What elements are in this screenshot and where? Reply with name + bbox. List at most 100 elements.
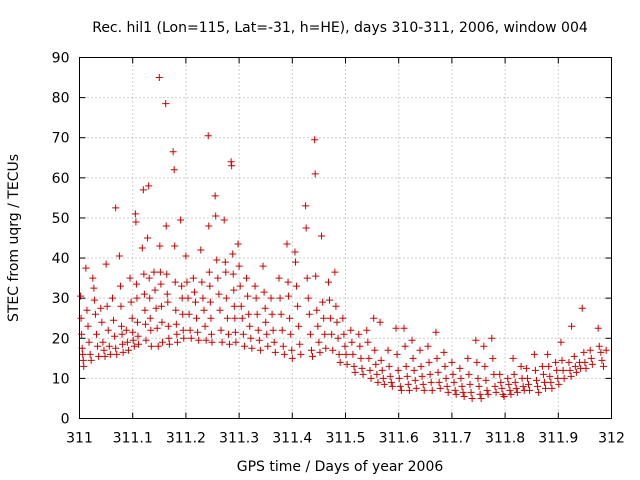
data-point bbox=[156, 242, 164, 250]
data-point bbox=[141, 306, 149, 314]
data-point bbox=[140, 270, 148, 278]
data-point bbox=[190, 288, 198, 296]
data-point bbox=[224, 330, 232, 338]
data-point bbox=[558, 356, 566, 364]
data-point bbox=[522, 364, 530, 372]
data-point bbox=[468, 394, 476, 402]
data-point bbox=[126, 274, 134, 282]
data-point bbox=[565, 358, 573, 366]
data-point bbox=[128, 314, 136, 322]
data-point bbox=[229, 270, 237, 278]
data-point bbox=[434, 368, 442, 376]
data-point bbox=[419, 380, 427, 388]
data-point bbox=[139, 186, 147, 194]
data-point bbox=[348, 338, 356, 346]
data-point bbox=[243, 274, 251, 282]
data-point bbox=[222, 268, 230, 276]
data-point bbox=[449, 370, 457, 378]
data-point bbox=[277, 310, 285, 318]
data-point bbox=[239, 330, 247, 338]
data-point bbox=[158, 318, 166, 326]
data-point bbox=[544, 350, 552, 358]
data-point bbox=[335, 350, 343, 358]
y-tick-label: 20 bbox=[52, 331, 70, 347]
data-point bbox=[275, 274, 283, 282]
data-point bbox=[570, 352, 578, 360]
data-point bbox=[408, 336, 416, 344]
data-point bbox=[102, 260, 110, 268]
data-point bbox=[111, 332, 119, 340]
data-point bbox=[288, 346, 296, 354]
data-point bbox=[473, 358, 481, 366]
data-point bbox=[466, 380, 474, 388]
data-point bbox=[509, 354, 517, 362]
data-point bbox=[355, 330, 363, 338]
data-point bbox=[311, 170, 319, 178]
data-point bbox=[106, 350, 114, 358]
data-point bbox=[586, 346, 594, 354]
data-point bbox=[169, 148, 177, 156]
data-point bbox=[178, 282, 186, 290]
data-point bbox=[523, 374, 531, 382]
data-point bbox=[320, 314, 328, 322]
data-point bbox=[532, 376, 540, 384]
data-point bbox=[132, 218, 140, 226]
data-point bbox=[230, 286, 238, 294]
data-point bbox=[189, 274, 197, 282]
data-point bbox=[108, 294, 116, 302]
data-point bbox=[531, 366, 539, 374]
data-point bbox=[600, 362, 608, 370]
data-point bbox=[138, 244, 146, 252]
data-point bbox=[162, 100, 170, 108]
data-point bbox=[443, 382, 451, 390]
data-point bbox=[157, 280, 165, 288]
data-point bbox=[256, 346, 264, 354]
data-point bbox=[286, 314, 294, 322]
data-point bbox=[316, 348, 324, 356]
data-point bbox=[397, 386, 405, 394]
data-point bbox=[163, 290, 171, 298]
data-point bbox=[464, 354, 472, 362]
data-point bbox=[480, 342, 488, 350]
data-point bbox=[215, 290, 223, 298]
data-point bbox=[165, 340, 173, 348]
data-point bbox=[357, 354, 365, 362]
data-point bbox=[261, 304, 269, 312]
data-point bbox=[269, 326, 277, 334]
data-point bbox=[379, 374, 387, 382]
data-point bbox=[205, 268, 213, 276]
data-point bbox=[511, 378, 519, 386]
data-point bbox=[180, 334, 188, 342]
data-point bbox=[182, 252, 190, 260]
data-point bbox=[151, 286, 159, 294]
data-point bbox=[163, 270, 171, 278]
data-point bbox=[95, 352, 103, 360]
data-point bbox=[475, 382, 483, 390]
data-point bbox=[459, 388, 467, 396]
data-point bbox=[567, 372, 575, 380]
data-point bbox=[366, 366, 374, 374]
data-point bbox=[451, 386, 459, 394]
data-point bbox=[365, 354, 373, 362]
data-point bbox=[305, 310, 313, 318]
data-point bbox=[333, 318, 341, 326]
data-point bbox=[436, 384, 444, 392]
data-point bbox=[129, 336, 137, 344]
data-point bbox=[271, 348, 279, 356]
data-point bbox=[93, 330, 101, 338]
data-point bbox=[184, 294, 192, 302]
data-point bbox=[489, 354, 497, 362]
data-point bbox=[152, 304, 160, 312]
data-point bbox=[183, 278, 191, 286]
data-point bbox=[179, 326, 187, 334]
data-point bbox=[198, 278, 206, 286]
data-point bbox=[82, 264, 90, 272]
data-point bbox=[482, 376, 490, 384]
data-point bbox=[236, 282, 244, 290]
data-point bbox=[206, 282, 214, 290]
data-point bbox=[472, 336, 480, 344]
data-point bbox=[400, 324, 408, 332]
data-point bbox=[481, 362, 489, 370]
x-tick-label: 312 bbox=[598, 431, 625, 447]
